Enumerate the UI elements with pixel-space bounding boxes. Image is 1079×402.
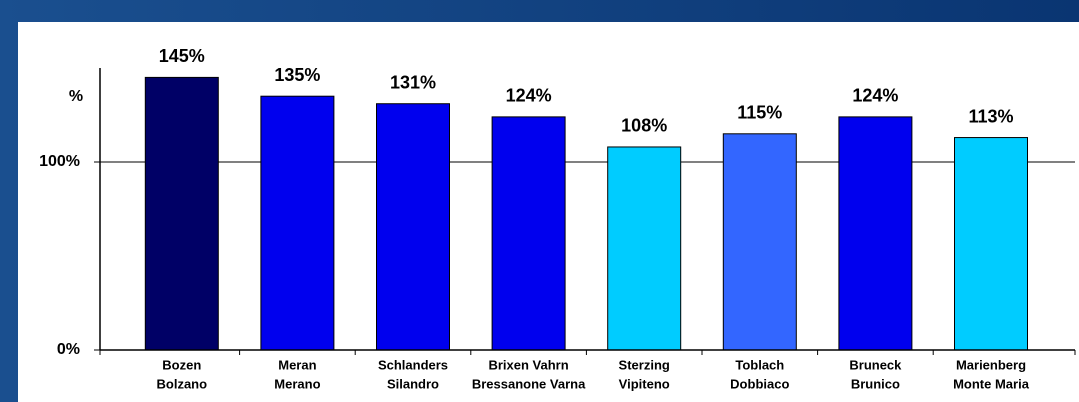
x-tick-label: Sterzing (619, 357, 670, 372)
x-tick-label: Bolzano (157, 376, 208, 391)
bar (838, 116, 913, 351)
bar (144, 76, 219, 351)
bar (607, 146, 682, 351)
bar (491, 116, 566, 351)
value-label: 131% (390, 72, 436, 92)
value-label: 124% (852, 86, 898, 106)
x-tick-label: Marienberg (956, 357, 1026, 372)
x-tick-label: Merano (274, 376, 320, 391)
bar (722, 133, 797, 351)
x-tick-label: Bozen (162, 357, 201, 372)
x-tick-label: Schlanders (378, 357, 448, 372)
x-tick-label: Meran (278, 357, 316, 372)
bar (954, 137, 1028, 351)
x-tick-label: Toblach (735, 357, 784, 372)
y-axis-label: % (69, 88, 83, 105)
x-tick-label: Bressanone Varna (472, 376, 586, 391)
x-tick-label: Bruneck (849, 357, 902, 372)
value-label: 115% (737, 103, 782, 123)
value-label: 145% (159, 46, 205, 66)
x-tick-label: Dobbiaco (730, 376, 789, 391)
x-tick-label: Monte Maria (953, 376, 1030, 391)
x-tick-label: Vipiteno (619, 376, 670, 391)
x-tick-label: Brunico (851, 376, 900, 391)
value-label: 124% (506, 86, 552, 106)
x-tick-label: Silandro (387, 376, 439, 391)
bar (376, 103, 450, 351)
bar (260, 95, 335, 351)
value-label: 135% (274, 65, 320, 85)
x-tick-label: Brixen Vahrn (488, 357, 568, 372)
y-tick-label: 0% (57, 341, 80, 358)
value-label: 108% (621, 116, 667, 136)
value-label: 113% (968, 106, 1013, 126)
y-tick-label: 100% (39, 153, 80, 170)
